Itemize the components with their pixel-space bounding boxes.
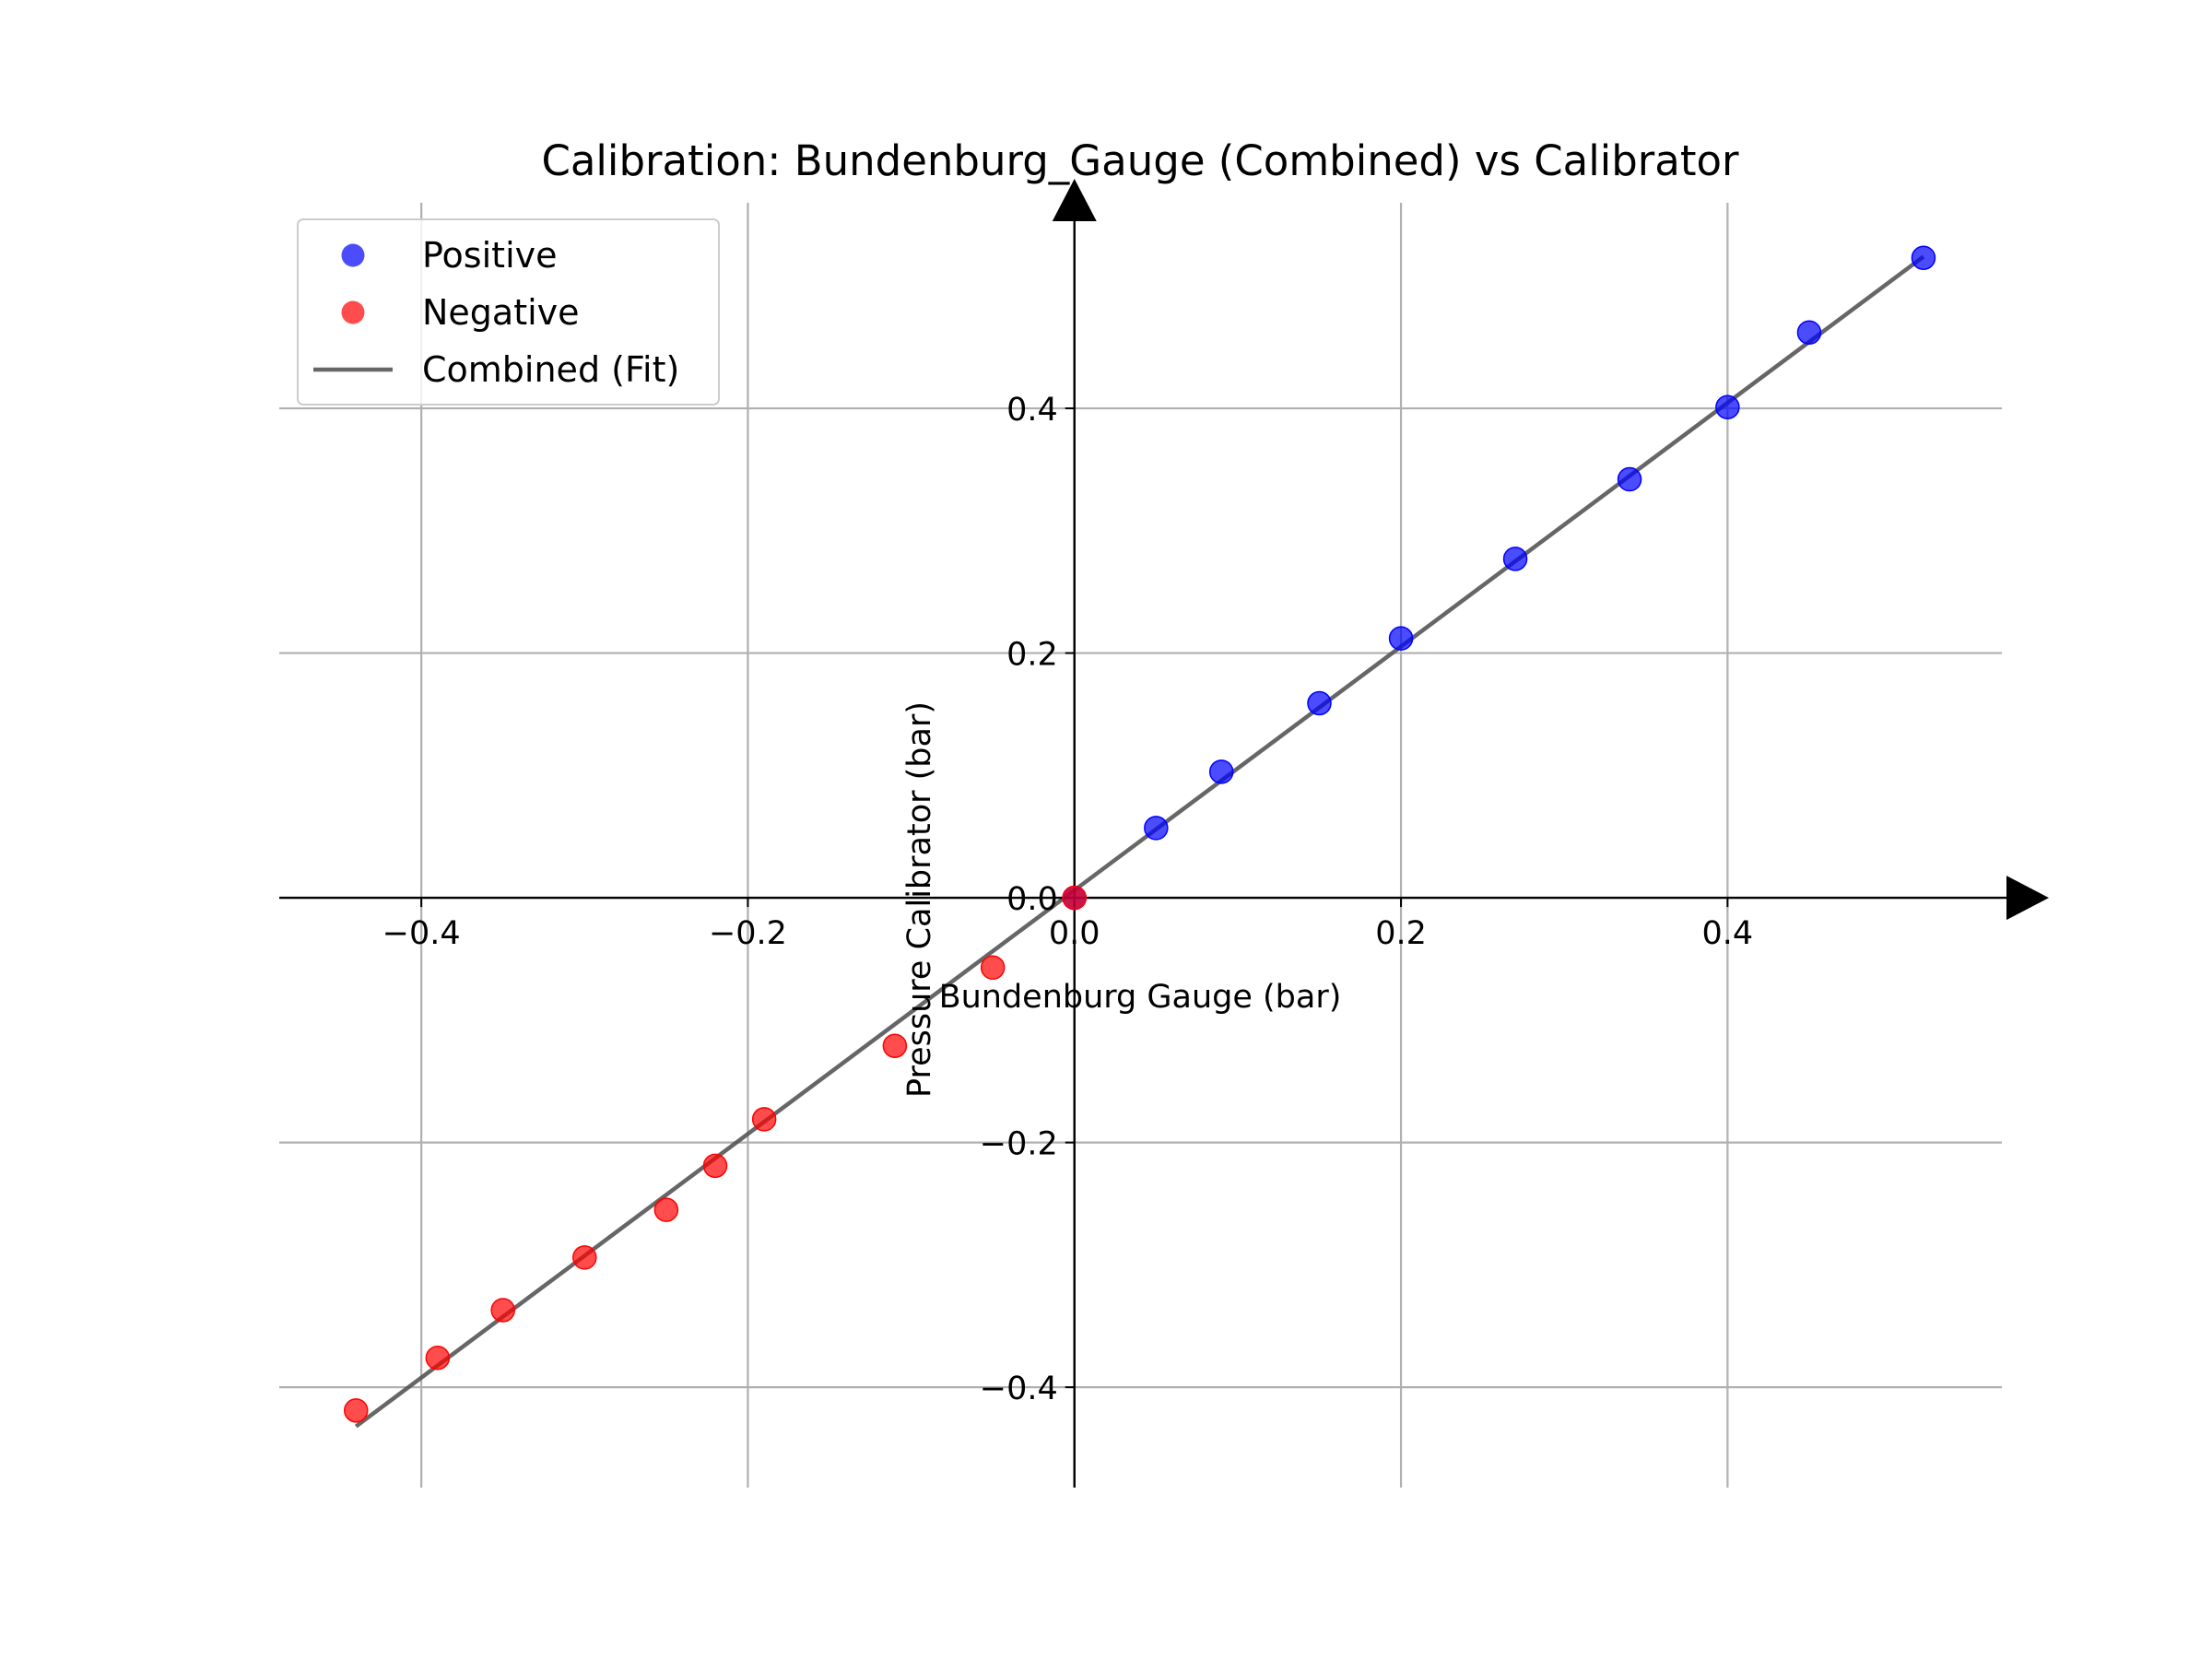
y-axis-label: Pressure Calibrator (bar): [901, 701, 938, 1098]
x-axis-arrow: [2006, 876, 2049, 921]
legend: Positive Negative Combined (Fit): [297, 218, 720, 406]
negative-point-8: [425, 1346, 451, 1371]
y-tick-label-3: 0.2: [1006, 637, 1058, 674]
x-tick-label-2: 0.0: [1049, 915, 1100, 952]
negative-point-2: [882, 1033, 908, 1058]
legend-label-positive: Positive: [422, 235, 558, 276]
legend-frame: [297, 218, 720, 406]
x-tick-label-4: 0.4: [1702, 915, 1754, 952]
y-tick-label-0: −0.4: [980, 1371, 1058, 1407]
positive-point-7: [1715, 394, 1740, 419]
y-tick-label-4: 0.4: [1006, 392, 1058, 429]
data-points: [344, 245, 1936, 1423]
positive-point-1: [1144, 816, 1169, 841]
positive-point-2: [1208, 759, 1234, 784]
fit-line-layer: [354, 254, 1925, 1429]
negative-point-4: [702, 1153, 728, 1179]
positive-point-9: [1911, 245, 1936, 270]
negative-point-0: [1062, 885, 1088, 911]
tick-labels: −0.4 −0.2 0.0 0.2 0.4 −0.4 −0.2 0.0 0.2 0.4: [382, 392, 1754, 1407]
x-tick-label-1: −0.2: [709, 915, 787, 952]
positive-point-5: [1502, 547, 1528, 571]
positive-point-6: [1617, 466, 1642, 492]
y-axis-arrow: [1052, 179, 1097, 221]
legend-marker-negative: [341, 300, 365, 324]
negative-point-9: [344, 1398, 369, 1423]
negative-point-6: [572, 1245, 597, 1270]
legend-label-combined-fit: Combined (Fit): [422, 349, 679, 390]
chart-title: Calibration: Bundenburg_Gauge (Combined)…: [541, 136, 1739, 185]
x-tick-label-3: 0.2: [1375, 915, 1427, 952]
x-tick-label-0: −0.4: [382, 915, 461, 952]
positive-point-4: [1388, 626, 1414, 651]
negative-point-7: [490, 1298, 515, 1323]
positive-point-8: [1796, 320, 1822, 345]
negative-point-1: [980, 955, 1006, 981]
y-tick-label-2: 0.0: [1006, 881, 1058, 918]
legend-label-negative: Negative: [422, 292, 580, 333]
x-axis-label: Bundenburg Gauge (bar): [939, 979, 1342, 1016]
negative-point-5: [653, 1197, 679, 1222]
y-tick-label-1: −0.2: [980, 1126, 1058, 1163]
negative-point-3: [751, 1107, 777, 1132]
legend-marker-positive: [341, 243, 365, 267]
positive-point-3: [1307, 690, 1332, 716]
combined-fit-line: [354, 254, 1925, 1429]
